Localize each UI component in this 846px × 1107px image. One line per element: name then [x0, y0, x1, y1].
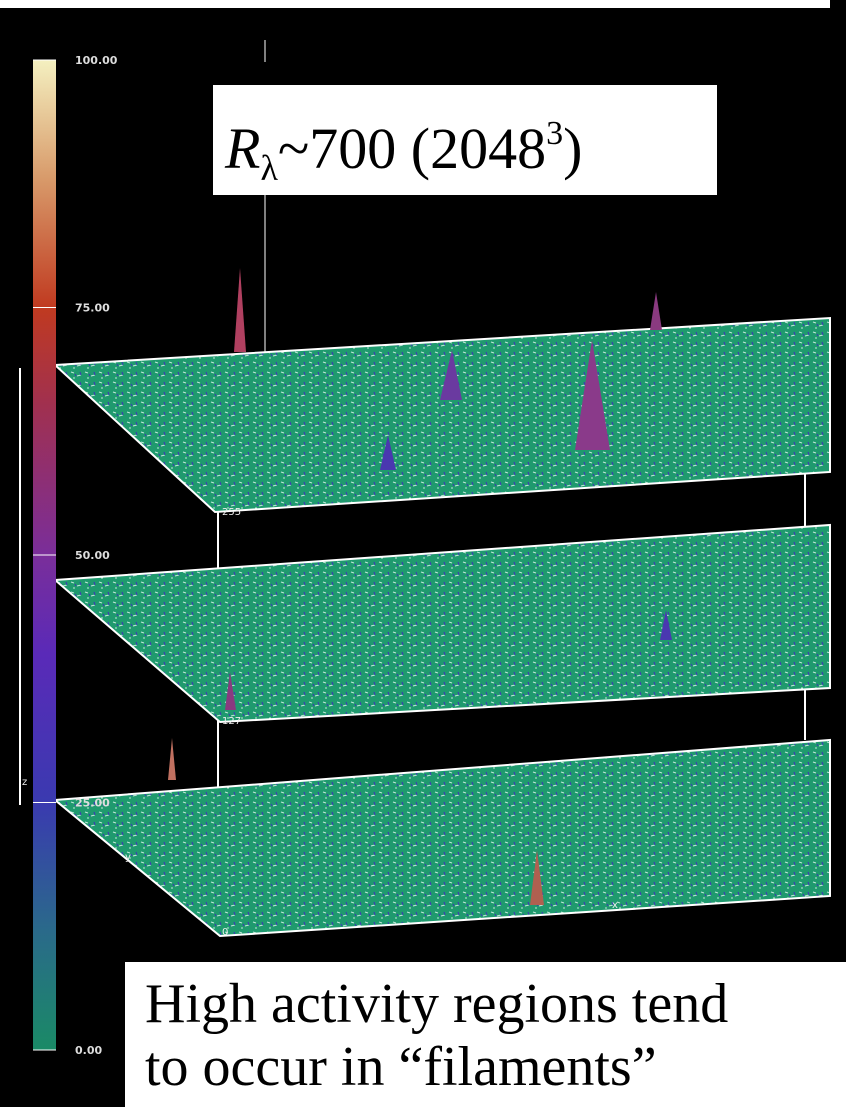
colorbar-tick-label: 100.00 [75, 54, 118, 67]
title-superscript: 3 [546, 115, 563, 152]
axis-label: z [22, 777, 27, 788]
colorbar-tick-label: 25.00 [75, 797, 110, 810]
title-subscript: λ [260, 148, 278, 188]
scene: Rλ~700 (20483) 255 127 0 x y z High acti… [0, 0, 846, 1107]
slice-label: 127 [222, 716, 241, 727]
axis-label: x [612, 900, 618, 911]
slice-label: 0 [222, 927, 228, 938]
colorbar-tick-label: 50.00 [75, 549, 110, 562]
colorbar-tick-label: 75.00 [75, 302, 110, 315]
title-close: ) [563, 116, 582, 181]
top-strip [0, 0, 830, 8]
title-text: ~700 (2048 [278, 116, 546, 181]
colorbar-tick-label: 0.00 [75, 1044, 102, 1057]
title-symbol: R [224, 116, 260, 181]
caption-line: to occur in “filaments” [145, 1036, 657, 1098]
slice-top [55, 318, 830, 512]
caption-line: High activity regions tend [145, 973, 728, 1035]
axis-label: y [125, 852, 131, 863]
slice-middle [55, 525, 830, 722]
title: Rλ~700 (20483) [224, 115, 582, 188]
slice-label: 255 [222, 507, 241, 518]
visualization: Rλ~700 (20483) 255 127 0 x y z High acti… [0, 0, 846, 1107]
